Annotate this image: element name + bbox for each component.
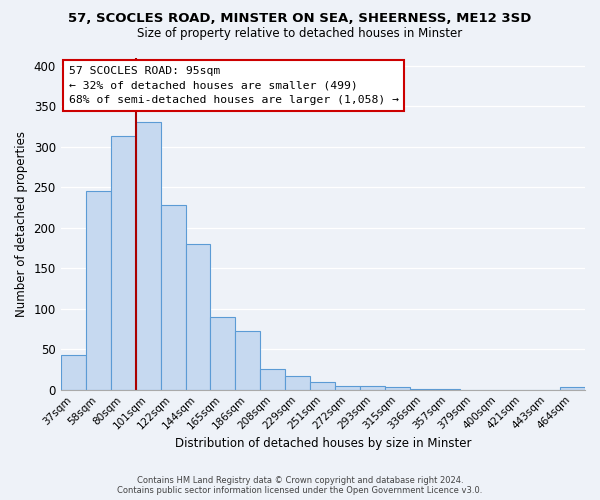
Bar [410,389,435,390]
Bar [360,386,385,390]
Bar [136,122,161,390]
X-axis label: Distribution of detached houses by size in Minster: Distribution of detached houses by size … [175,437,471,450]
Bar [161,205,185,390]
Bar [560,388,585,390]
Bar [310,382,335,390]
Bar [86,191,110,390]
Text: Contains HM Land Registry data © Crown copyright and database right 2024.
Contai: Contains HM Land Registry data © Crown c… [118,476,482,495]
Bar [385,388,410,390]
Bar [435,389,460,390]
Text: Size of property relative to detached houses in Minster: Size of property relative to detached ho… [137,28,463,40]
Bar [235,330,260,390]
Bar [260,370,286,390]
Y-axis label: Number of detached properties: Number of detached properties [15,130,28,316]
Text: 57 SCOCLES ROAD: 95sqm
← 32% of detached houses are smaller (499)
68% of semi-de: 57 SCOCLES ROAD: 95sqm ← 32% of detached… [68,66,398,106]
Bar [110,136,136,390]
Bar [185,244,211,390]
Text: 57, SCOCLES ROAD, MINSTER ON SEA, SHEERNESS, ME12 3SD: 57, SCOCLES ROAD, MINSTER ON SEA, SHEERN… [68,12,532,26]
Bar [61,355,86,390]
Bar [286,376,310,390]
Bar [335,386,360,390]
Bar [211,317,235,390]
